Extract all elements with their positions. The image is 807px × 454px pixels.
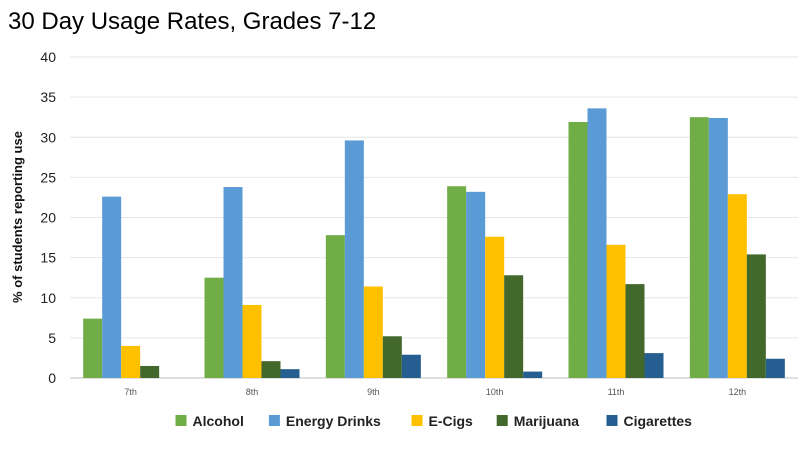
bar-e-cigs-7th	[121, 345, 141, 378]
bar-marijuana-9th	[382, 336, 402, 378]
legend-label: Alcohol	[193, 413, 244, 429]
legend-label: E-Cigs	[429, 413, 474, 429]
x-tick-label: 7th	[124, 387, 137, 397]
legend-swatch	[496, 415, 508, 426]
bar-energy-drinks-11th	[587, 108, 607, 379]
x-tick-label: 11th	[608, 387, 625, 397]
bar-energy-drinks-8th	[223, 187, 243, 378]
bar-cigarettes-10th	[523, 371, 543, 378]
legend-swatch	[606, 415, 618, 426]
legend-swatch	[175, 415, 187, 426]
bar-e-cigs-10th	[485, 236, 505, 378]
bar-cigarettes-8th	[280, 369, 300, 378]
bar-e-cigs-11th	[606, 244, 626, 378]
bar-marijuana-12th	[746, 254, 766, 378]
x-tick-label: 10th	[486, 387, 504, 397]
y-tick-label: 15	[40, 250, 56, 266]
x-tick-label: 9th	[367, 387, 380, 397]
legend-label: Energy Drinks	[286, 413, 381, 429]
bar-marijuana-8th	[261, 361, 281, 378]
y-axis-label: % of students reporting use	[10, 131, 25, 303]
y-tick-label: 10	[40, 290, 56, 306]
y-tick-label: 0	[48, 370, 56, 386]
y-tick-label: 20	[40, 210, 56, 226]
bar-energy-drinks-7th	[102, 196, 122, 378]
bar-e-cigs-12th	[727, 194, 747, 378]
bar-energy-drinks-12th	[708, 117, 728, 379]
legend-label: Cigarettes	[624, 413, 693, 429]
legend-swatch	[411, 415, 423, 426]
bar-alcohol-12th	[689, 117, 709, 378]
legend-label: Marijuana	[514, 413, 580, 429]
bar-alcohol-8th	[204, 277, 224, 378]
bar-alcohol-7th	[83, 318, 103, 378]
bar-alcohol-10th	[447, 186, 467, 378]
bar-e-cigs-9th	[363, 286, 383, 378]
x-tick-label: 12th	[729, 387, 747, 397]
bar-energy-drinks-9th	[344, 140, 364, 378]
bar-cigarettes-11th	[644, 353, 664, 378]
y-tick-label: 30	[40, 129, 56, 145]
bar-alcohol-11th	[568, 122, 588, 378]
bar-marijuana-10th	[504, 275, 524, 378]
bar-energy-drinks-10th	[466, 191, 486, 378]
y-tick-label: 40	[40, 49, 56, 65]
bar-alcohol-9th	[325, 235, 345, 378]
y-tick-label: 35	[40, 89, 56, 105]
y-tick-label: 5	[48, 330, 56, 346]
bar-marijuana-11th	[625, 284, 645, 378]
bar-cigarettes-12th	[765, 358, 785, 378]
bar-e-cigs-8th	[242, 304, 262, 378]
y-tick-label: 25	[40, 169, 56, 185]
chart-title: 30 Day Usage Rates, Grades 7-12	[8, 8, 377, 35]
x-tick-label: 8th	[246, 387, 259, 397]
legend-swatch	[268, 415, 280, 426]
bar-marijuana-7th	[140, 365, 160, 378]
bar-cigarettes-9th	[401, 354, 421, 378]
